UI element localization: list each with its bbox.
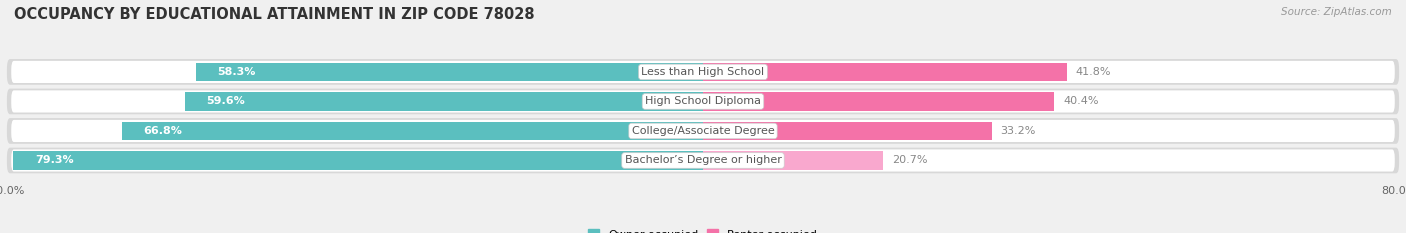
Bar (184, 92, 703, 111)
FancyBboxPatch shape (7, 59, 1399, 85)
Bar (703, 122, 991, 140)
Text: 66.8%: 66.8% (143, 126, 183, 136)
Text: Source: ZipAtlas.com: Source: ZipAtlas.com (1281, 7, 1392, 17)
Text: 58.3%: 58.3% (218, 67, 256, 77)
Text: 33.2%: 33.2% (1001, 126, 1036, 136)
Text: OCCUPANCY BY EDUCATIONAL ATTAINMENT IN ZIP CODE 78028: OCCUPANCY BY EDUCATIONAL ATTAINMENT IN Z… (14, 7, 534, 22)
Text: 41.8%: 41.8% (1076, 67, 1111, 77)
Text: 40.4%: 40.4% (1063, 96, 1098, 106)
Text: High School Diploma: High School Diploma (645, 96, 761, 106)
Text: Bachelor’s Degree or higher: Bachelor’s Degree or higher (624, 155, 782, 165)
Bar (703, 92, 1054, 111)
Bar (703, 63, 1067, 81)
Text: College/Associate Degree: College/Associate Degree (631, 126, 775, 136)
Bar (703, 151, 883, 170)
Text: 59.6%: 59.6% (207, 96, 245, 106)
Bar (122, 122, 703, 140)
FancyBboxPatch shape (7, 89, 1399, 114)
FancyBboxPatch shape (11, 149, 1395, 171)
Text: 79.3%: 79.3% (35, 155, 73, 165)
Legend: Owner-occupied, Renter-occupied: Owner-occupied, Renter-occupied (583, 225, 823, 233)
Bar (195, 63, 703, 81)
Bar (13, 151, 703, 170)
FancyBboxPatch shape (7, 148, 1399, 173)
FancyBboxPatch shape (11, 120, 1395, 142)
FancyBboxPatch shape (11, 61, 1395, 83)
Text: Less than High School: Less than High School (641, 67, 765, 77)
FancyBboxPatch shape (7, 118, 1399, 144)
Text: 20.7%: 20.7% (891, 155, 928, 165)
FancyBboxPatch shape (11, 90, 1395, 113)
